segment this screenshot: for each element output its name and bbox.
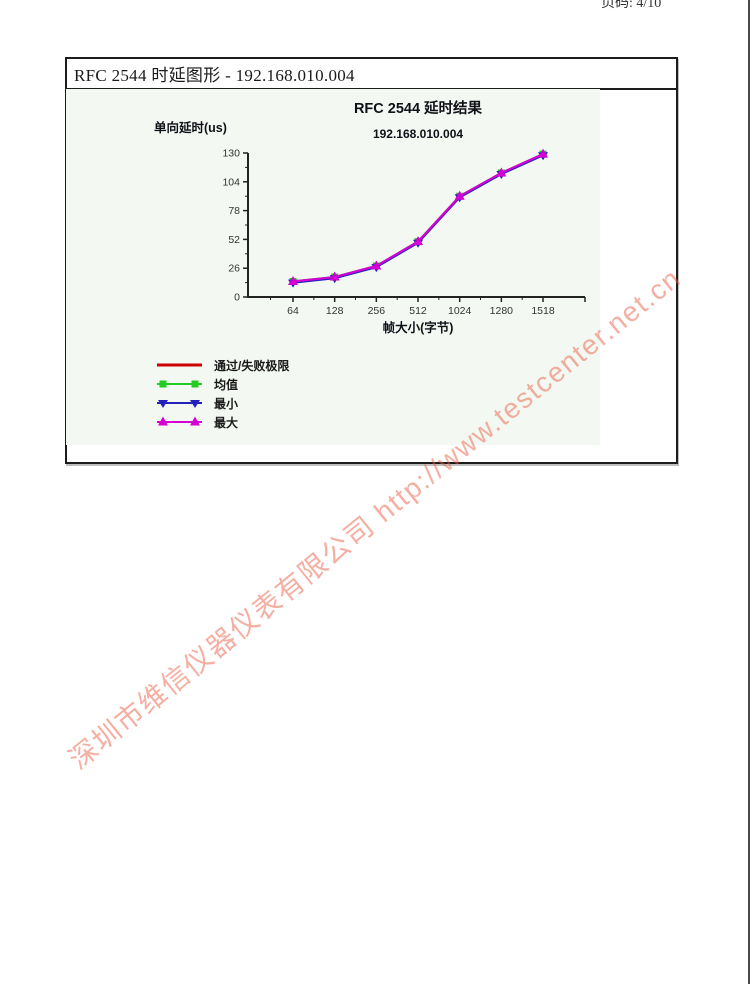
series-marker — [454, 190, 465, 200]
y-tick-label: 104 — [222, 176, 240, 188]
page-number: 页码: 4/10 — [601, 0, 662, 11]
plot-area: 0 26 52 78 104 130 64 128 256 512 1024 1280 1518 — [222, 148, 586, 317]
series-marker — [496, 167, 507, 177]
series-line — [292, 154, 544, 284]
legend-marker — [158, 416, 168, 426]
chart-legend: 通过/失败极限 均值 最小 最大 — [155, 356, 289, 431]
series-marker — [413, 236, 424, 246]
series-marker — [329, 271, 340, 281]
y-tick-label: 78 — [228, 205, 240, 217]
chart-subtitle: 192.168.010.004 — [373, 127, 463, 141]
page-scan-edge — [748, 0, 750, 984]
legend-item-min: 最小 — [155, 394, 289, 412]
legend-item-limit: 通过/失败极限 — [155, 356, 289, 374]
legend-label: 最大 — [214, 415, 239, 430]
limit-line-icon — [157, 363, 202, 367]
y-tick-label: 0 — [234, 292, 240, 304]
report-title: RFC 2544 时延图形 - 192.168.010.004 — [74, 66, 355, 85]
series-marker — [288, 275, 298, 285]
legend-marker — [159, 380, 167, 388]
y-tick-label: 26 — [228, 263, 240, 275]
x-tick-label: 128 — [326, 305, 344, 317]
legend-label: 最小 — [214, 396, 239, 411]
x-axis-title: 帧大小(字节) — [383, 320, 454, 335]
legend-label: 通过/失败极限 — [214, 358, 290, 373]
legend-item-mean: 均值 — [155, 375, 289, 393]
series-marker — [371, 260, 382, 270]
chart-background-panel — [66, 89, 600, 445]
x-tick-label: 512 — [409, 305, 427, 317]
latency-line-chart: RFC 2544 延时结果 192.168.010.004 单向延时(us) 帧… — [154, 99, 586, 335]
x-tick-label: 64 — [287, 305, 299, 317]
legend-marker — [191, 380, 199, 388]
chart-title: RFC 2544 延时结果 — [354, 99, 483, 117]
report-title-bar: RFC 2544 时延图形 - 192.168.010.004 — [67, 59, 676, 90]
legend-label: 均值 — [214, 377, 239, 392]
x-tick-label: 256 — [368, 305, 386, 317]
min-series-icon — [157, 400, 202, 408]
x-tick-label: 1280 — [490, 305, 514, 317]
legend-marker — [190, 416, 200, 426]
max-series-icon — [157, 416, 202, 426]
legend-marker — [190, 400, 200, 408]
legend-marker — [158, 400, 168, 408]
x-tick-label: 1024 — [448, 305, 472, 317]
mean-series-icon — [157, 380, 202, 388]
legend-item-max: 最大 — [155, 413, 289, 431]
y-tick-label: 52 — [228, 234, 240, 246]
x-tick-label: 1518 — [531, 305, 555, 317]
y-axis-title: 单向延时(us) — [154, 120, 227, 135]
y-tick-label: 130 — [222, 148, 240, 160]
series-marker — [538, 148, 549, 158]
